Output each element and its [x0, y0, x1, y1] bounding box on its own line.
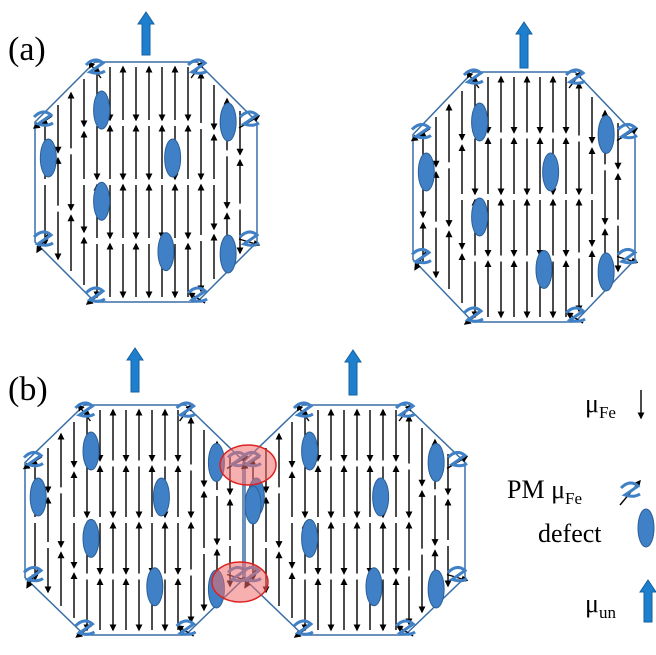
net-moment-arrow — [516, 22, 532, 68]
pm-curl — [294, 621, 313, 634]
panel-label: (b) — [8, 371, 48, 408]
defect — [472, 103, 488, 141]
defect — [418, 153, 434, 191]
net-moment-arrow — [127, 348, 143, 392]
defect — [543, 153, 559, 191]
defect — [220, 235, 236, 273]
legend-label: μFe — [585, 389, 616, 422]
defect — [83, 432, 99, 470]
defect — [94, 91, 110, 129]
pm-curl — [24, 567, 43, 580]
legend-symbol: μ — [585, 389, 599, 418]
defect — [428, 570, 444, 608]
defect — [598, 253, 614, 291]
legend-label: μun — [585, 589, 616, 622]
defect — [536, 251, 552, 289]
defect — [366, 568, 382, 606]
pm-curl — [75, 621, 94, 634]
legend-label: PM μFe — [507, 475, 582, 508]
legend-subscript: un — [599, 603, 617, 622]
panel-label: (a) — [8, 31, 46, 68]
defect — [638, 509, 654, 547]
defect — [165, 139, 181, 177]
defect — [83, 519, 99, 557]
defect — [94, 182, 110, 220]
defect — [302, 432, 318, 470]
legend-subscript: Fe — [565, 489, 582, 508]
legend-label: defect — [538, 519, 602, 548]
net-moment-arrow — [138, 12, 154, 55]
pm-curl — [34, 232, 53, 245]
interface-highlight — [220, 445, 276, 485]
pm-curl — [412, 249, 431, 262]
defect — [428, 444, 444, 482]
legend-symbol: μ — [585, 589, 599, 618]
defect — [147, 568, 163, 606]
pm-curl — [240, 232, 259, 245]
defect — [472, 198, 488, 236]
defect — [30, 478, 46, 516]
defect — [302, 519, 318, 557]
pm-curl — [86, 288, 105, 301]
defect — [598, 116, 614, 154]
pm-curl — [621, 483, 640, 496]
legend-symbol: PM μ — [507, 475, 565, 504]
defect — [245, 486, 261, 524]
defect — [220, 103, 236, 141]
defect — [153, 478, 169, 516]
interface-highlight — [212, 562, 268, 602]
figure: (a) (b) μFe PM μFe defect μun — [0, 0, 656, 655]
defect — [40, 139, 56, 177]
legend-subscript: Fe — [599, 403, 616, 422]
net-moment-arrow — [345, 350, 361, 395]
pm-curl — [618, 249, 637, 262]
net-moment-arrow — [640, 580, 656, 622]
pm-curl — [448, 567, 467, 580]
defect — [158, 233, 174, 271]
defect — [373, 478, 389, 516]
